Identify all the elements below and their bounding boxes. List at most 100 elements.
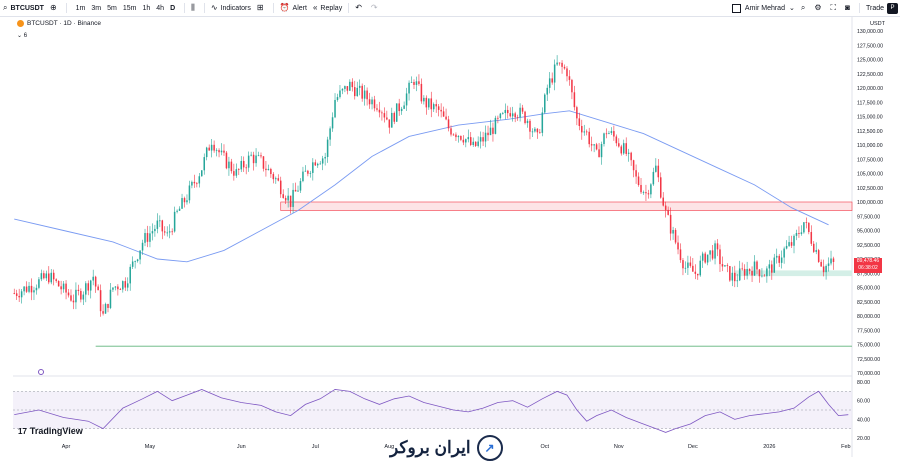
timeframe-3m[interactable]: 3m [91, 4, 102, 12]
price-tick-label: 127,500.00 [857, 43, 883, 49]
price-tick-label: 117,500.00 [857, 100, 883, 106]
candle-down [368, 99, 371, 105]
candle-up [504, 109, 507, 114]
avatar[interactable]: P [887, 2, 898, 14]
fullscreen-button[interactable]: ⛶ [828, 0, 843, 16]
time-tick-label: Apr [62, 444, 71, 450]
candle-up [642, 192, 645, 193]
price-tick-label: 85,000.00 [857, 286, 880, 292]
candle-up [428, 98, 430, 108]
candle-up [699, 260, 702, 276]
candle-down [585, 131, 588, 133]
candle-down [462, 139, 465, 143]
chart-legend: BTCUSDT · 1D · Binance [17, 20, 101, 27]
candle-down [697, 273, 699, 276]
candle-down [711, 250, 714, 259]
checkbox-icon [731, 3, 741, 13]
candle-up [75, 289, 77, 303]
chart-type-button[interactable]: ⫼ [188, 0, 201, 16]
candle-up [793, 235, 795, 246]
candle-up [395, 103, 398, 122]
candle-down [252, 154, 255, 164]
candle-down [632, 160, 635, 171]
candle-down [354, 87, 356, 97]
alert-button[interactable]: ⏰ Alert [277, 0, 310, 16]
candle-up [20, 291, 23, 298]
candle-up [795, 233, 798, 236]
candle-down [460, 135, 462, 140]
timeframe-5m[interactable]: 5m [107, 4, 117, 12]
quick-search-button[interactable]: ⌕ [798, 0, 811, 16]
price-chart[interactable]: 130,000.00 127,500.00 125,000.00 122,500.00… [0, 17, 900, 471]
replay-button[interactable]: « Replay [310, 0, 345, 16]
timeframe-1m[interactable]: 1m [75, 4, 86, 12]
timeframe-1h[interactable]: 1h [142, 4, 151, 12]
price-tick-label: 122,500.00 [857, 72, 883, 78]
legend-collapse[interactable]: ⌄ 6 [17, 32, 27, 39]
candle-up [768, 264, 771, 269]
rsi-settings-icon[interactable] [38, 369, 44, 375]
rsi-pane[interactable]: 80.00 60.00 40.00 20.00 [13, 369, 870, 443]
layout-name-button[interactable]: Amir Mehrad ⌄ [729, 0, 798, 16]
candle-up [484, 132, 487, 142]
candle-up [85, 283, 87, 295]
candle-up [687, 262, 689, 268]
candle-up [467, 137, 470, 140]
settings-button[interactable]: ⚙ [811, 0, 827, 16]
candle-down [262, 156, 265, 169]
axis-currency[interactable]: USDT [870, 21, 885, 27]
candle-up [701, 253, 704, 261]
rsi-tick-label: 60.00 [857, 399, 870, 405]
price-axis[interactable]: 130,000.00 127,500.00 125,000.00 122,500.00… [857, 29, 883, 377]
candle-down [351, 81, 354, 88]
candle-down [588, 131, 590, 145]
price-tick-label: 102,500.00 [857, 186, 883, 192]
candle-up [136, 259, 139, 262]
indicators-button[interactable]: ∿ Indicators [208, 0, 254, 16]
trade-button[interactable]: Trade [863, 0, 887, 16]
candle-down [615, 136, 618, 144]
candle-up [186, 200, 188, 203]
candle-down [514, 113, 516, 118]
candle-up [287, 195, 289, 201]
candle-down [161, 220, 164, 232]
candle-up [494, 117, 497, 134]
candle-down [719, 249, 721, 265]
candle-down [598, 149, 600, 158]
candle-up [329, 128, 331, 140]
candle-down [763, 275, 766, 277]
timeframe-d[interactable]: D [170, 4, 176, 12]
candle-up [477, 141, 479, 146]
undo-button[interactable]: ↶ [352, 0, 368, 16]
candle-down [497, 117, 499, 119]
layouts-button[interactable]: ⊞ [254, 0, 270, 16]
candle-up [531, 131, 534, 133]
alarm-icon: ⏰ [279, 3, 290, 12]
tradingview-logo[interactable]: 17 TradingView [18, 426, 83, 436]
candle-up [432, 104, 435, 110]
candle-down [741, 268, 743, 270]
price-tick-label: 100,000.00 [857, 200, 883, 206]
trade-label: Trade [865, 4, 884, 12]
candle-down [581, 125, 583, 133]
bar-countdown: 06:38:02 [858, 265, 878, 271]
candle-up [302, 171, 304, 182]
chart-background [13, 17, 853, 457]
timeframe-15m[interactable]: 15m [122, 4, 137, 12]
candle-down [452, 134, 455, 136]
symbol-search[interactable]: ⌕ BTCUSDT [0, 0, 47, 16]
candle-down [442, 111, 445, 117]
candle-down [381, 112, 383, 114]
timeframe-4h[interactable]: 4h [156, 4, 165, 12]
candle-up [126, 283, 129, 288]
candle-up [526, 120, 529, 124]
candles-icon: ⫼ [191, 3, 195, 12]
last-price: 89,478.46 [856, 258, 880, 264]
candle-down [605, 133, 608, 135]
time-tick-label: Jun [237, 444, 246, 450]
time-axis[interactable]: Apr May Jun Jul Aug Oct Nov Dec 2026 Feb [62, 444, 851, 450]
add-symbol-button[interactable]: ⊕ [47, 0, 63, 16]
candle-down [242, 160, 245, 168]
redo-button[interactable]: ↷ [368, 0, 384, 16]
snapshot-button[interactable]: ◙ [842, 0, 856, 16]
